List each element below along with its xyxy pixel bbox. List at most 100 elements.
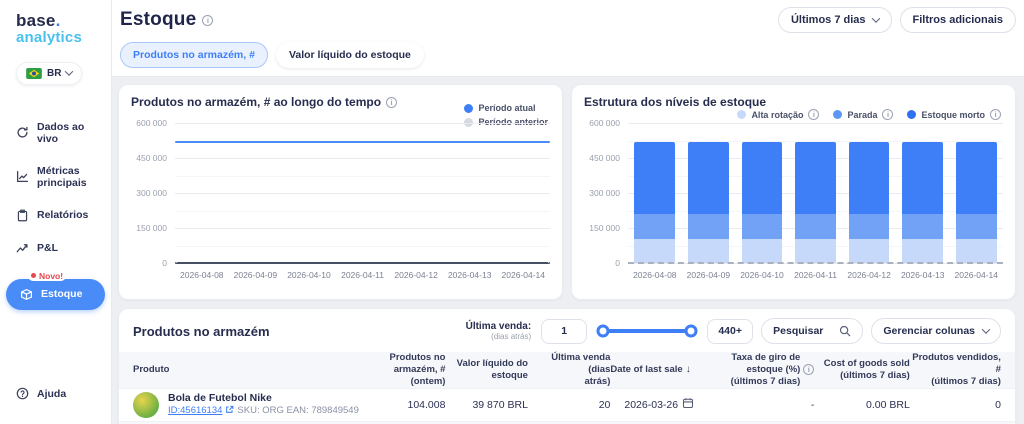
external-link-icon[interactable] <box>225 405 234 418</box>
column-header-label: Última venda (dias atrás) <box>528 352 610 388</box>
trend-line-icon <box>16 242 29 255</box>
last-sale-filter-label: Última venda: (dias atrás) <box>466 321 532 342</box>
line-chart-card: Produtos no armazém, # ao longo do tempo… <box>118 84 563 300</box>
product-cell: Bola de Futebol NikeID:45616134SKU: ORG … <box>133 392 359 418</box>
bar-chart-legend: Alta rotação Parada Estoque morto <box>737 109 1001 120</box>
slider-handle-min[interactable] <box>597 325 610 338</box>
report-clipboard-icon <box>16 209 29 222</box>
sidebar: base. analytics BR Dados ao vivo Métrica… <box>0 0 112 424</box>
bar-segment-estoque-morto <box>688 142 729 213</box>
stacked-bar[interactable] <box>795 123 836 263</box>
sidebar-item-label: Dados ao vivo <box>37 121 95 145</box>
stacked-bar[interactable] <box>902 123 943 263</box>
line-chart-plot <box>175 123 550 263</box>
bar-column <box>628 123 682 263</box>
y-tick-label: 600 000 <box>136 118 167 128</box>
additional-filters-button[interactable]: Filtros adicionais <box>900 7 1016 33</box>
bar-segment-alta-rotação <box>849 239 890 264</box>
manage-columns-button[interactable]: Gerenciar colunas <box>871 318 1001 344</box>
x-tick-label: 2026-04-13 <box>896 270 950 280</box>
last-sale-date-cell: 2026-03-26 <box>610 397 705 412</box>
sidebar-item-ajuda[interactable]: Ajuda <box>0 377 111 410</box>
bar-chart-card: Estrutura dos níveis de estoque Alta rot… <box>571 84 1016 300</box>
last-sale-days-cell: 20 <box>528 399 610 411</box>
help-icon <box>16 387 29 400</box>
sidebar-item-dados-ao-vivo[interactable]: Dados ao vivo <box>0 111 111 155</box>
bar-segment-parada <box>688 214 729 239</box>
bar-segment-alta-rotação <box>688 239 729 264</box>
stock-box-icon <box>20 288 33 301</box>
column-header[interactable]: Valor líquido do estoque <box>445 358 527 382</box>
tab-produtos-no-armazem[interactable]: Produtos no armazém, # <box>120 42 268 68</box>
x-tick-label: 2026-04-10 <box>735 270 789 280</box>
column-header[interactable]: Date of last sale ↓ <box>610 364 705 377</box>
bar-segment-estoque-morto <box>795 142 836 213</box>
bar-chart-y-axis: 0150 000300 000450 000600 000 <box>584 123 628 263</box>
y-tick-label: 450 000 <box>589 153 620 163</box>
chevron-down-icon <box>871 14 879 22</box>
period-select-label: Últimos 7 dias <box>791 14 866 26</box>
last-sale-range-slider[interactable] <box>603 329 691 333</box>
bar-segment-alta-rotação <box>742 239 783 264</box>
legend-label: Período atual <box>478 103 535 113</box>
sort-desc-icon[interactable]: ↓ <box>686 364 691 377</box>
logo-dot: . <box>56 11 61 30</box>
info-icon[interactable] <box>202 15 213 26</box>
column-header[interactable]: Produtos vendidos, # (últimos 7 dias) <box>910 352 1001 388</box>
column-header[interactable]: Cost of goods sold (últimos 7 dias) <box>814 358 909 382</box>
column-header-label: Taxa de giro de estoque (%) (últimos 7 d… <box>706 352 801 388</box>
y-tick-label: 0 <box>162 258 167 268</box>
period-select-button[interactable]: Últimos 7 dias <box>778 7 892 33</box>
legend-item[interactable]: Estoque morto <box>907 109 1001 120</box>
slider-handle-max[interactable] <box>685 325 698 338</box>
x-tick-label: 2026-04-08 <box>175 270 229 280</box>
info-icon[interactable] <box>808 109 819 120</box>
column-header-label: Date of last sale <box>610 364 682 376</box>
sidebar-item-label: Estoque <box>41 288 82 300</box>
logo-analytics: analytics <box>16 30 95 46</box>
info-icon[interactable] <box>882 109 893 120</box>
country-selector[interactable]: BR <box>16 62 82 85</box>
legend-item[interactable]: Parada <box>833 109 893 120</box>
legend-label: Alta rotação <box>751 110 803 120</box>
legend-item[interactable]: Alta rotação <box>737 109 819 120</box>
cogs-cell: 0.00 BRL <box>814 399 909 411</box>
legend-dot-icon <box>833 110 842 119</box>
column-header[interactable]: Última venda (dias atrás) <box>528 352 610 388</box>
stacked-bar[interactable] <box>849 123 890 263</box>
sidebar-item-metricas-principais[interactable]: Métricas principais <box>0 155 111 199</box>
table-body: Bola de Futebol NikeID:45616134SKU: ORG … <box>119 388 1015 424</box>
stacked-bar[interactable] <box>742 123 783 263</box>
product-id-link[interactable]: ID:45616134 <box>168 405 222 417</box>
legend-item[interactable]: Período atual <box>464 103 535 113</box>
info-icon[interactable] <box>990 109 1001 120</box>
bar-column <box>896 123 950 263</box>
bar-segment-parada <box>956 214 997 239</box>
sidebar-item-relatorios[interactable]: Relatórios <box>0 199 111 232</box>
column-header[interactable]: Produtos no armazém, # (ontem) <box>359 352 446 388</box>
column-header[interactable]: Produto <box>133 364 359 376</box>
last-sale-max-value[interactable]: 440+ <box>707 319 753 344</box>
stacked-bar[interactable] <box>688 123 729 263</box>
info-icon[interactable] <box>386 97 397 108</box>
sidebar-item-estoque[interactable]: Novo! Estoque <box>6 279 105 310</box>
bar-segment-parada <box>849 214 890 239</box>
tab-valor-liquido[interactable]: Valor líquido do estoque <box>276 42 424 68</box>
sidebar-item-pnl[interactable]: P&L <box>0 232 111 265</box>
stacked-bar[interactable] <box>956 123 997 263</box>
legend-dot-icon <box>464 104 473 113</box>
last-sale-min-input[interactable] <box>541 319 587 344</box>
info-icon[interactable] <box>803 364 814 375</box>
bar-segment-parada <box>742 214 783 239</box>
x-tick-label: 2026-04-14 <box>496 270 550 280</box>
search-button[interactable]: Pesquisar <box>761 318 863 344</box>
metrics-chart-icon <box>16 170 29 183</box>
stacked-bar[interactable] <box>634 123 675 263</box>
y-tick-label: 300 000 <box>589 188 620 198</box>
sidebar-item-estoque-pill[interactable]: Estoque <box>6 279 105 310</box>
calendar-icon[interactable] <box>682 397 694 412</box>
gridline <box>175 193 550 194</box>
x-tick-label: 2026-04-08 <box>628 270 682 280</box>
column-header[interactable]: Taxa de giro de estoque (%) (últimos 7 d… <box>706 352 815 388</box>
x-tick-label: 2026-04-09 <box>229 270 283 280</box>
